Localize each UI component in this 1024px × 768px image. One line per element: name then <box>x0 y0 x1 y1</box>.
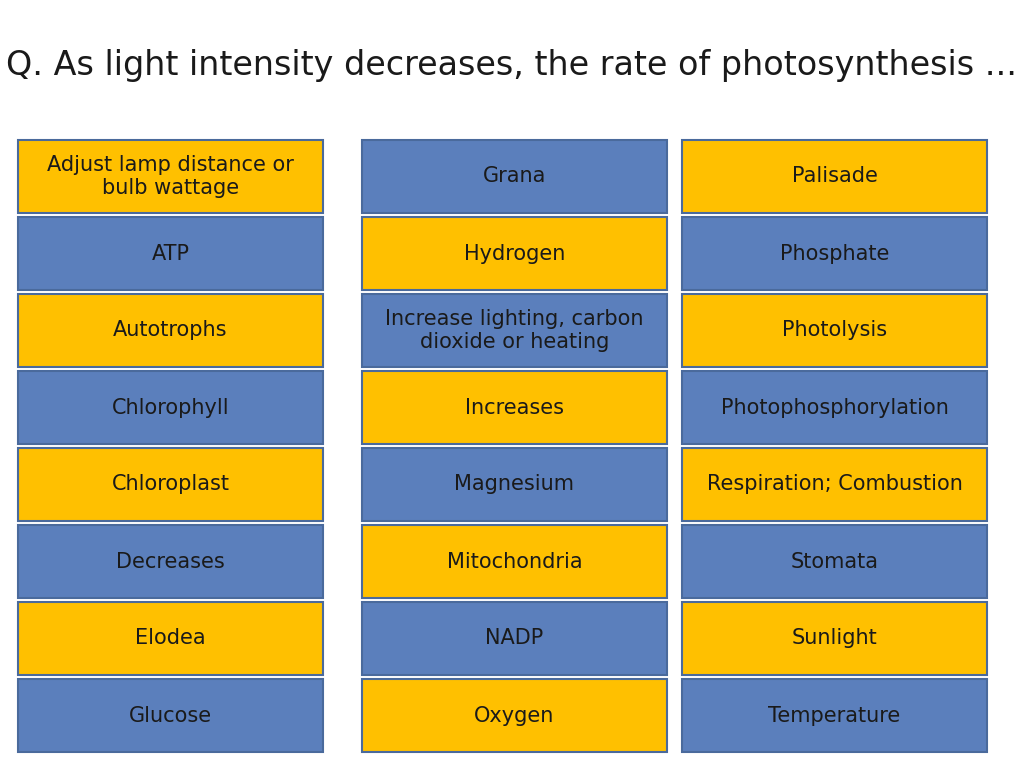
Text: Respiration; Combustion: Respiration; Combustion <box>707 475 963 495</box>
FancyBboxPatch shape <box>362 679 667 752</box>
Text: Palisade: Palisade <box>792 167 878 187</box>
Text: Mitochondria: Mitochondria <box>446 551 583 571</box>
Text: Stomata: Stomata <box>791 551 879 571</box>
FancyBboxPatch shape <box>18 371 323 444</box>
FancyBboxPatch shape <box>18 294 323 367</box>
FancyBboxPatch shape <box>18 217 323 290</box>
FancyBboxPatch shape <box>682 371 987 444</box>
FancyBboxPatch shape <box>682 140 987 213</box>
Text: Q. As light intensity decreases, the rate of photosynthesis ...: Q. As light intensity decreases, the rat… <box>6 48 1018 81</box>
Text: Decreases: Decreases <box>116 551 225 571</box>
FancyBboxPatch shape <box>362 217 667 290</box>
FancyBboxPatch shape <box>362 140 667 213</box>
FancyBboxPatch shape <box>362 294 667 367</box>
Text: Sunlight: Sunlight <box>792 628 878 648</box>
FancyBboxPatch shape <box>682 448 987 521</box>
Text: Hydrogen: Hydrogen <box>464 243 565 263</box>
Text: Oxygen: Oxygen <box>474 706 555 726</box>
Text: Magnesium: Magnesium <box>455 475 574 495</box>
Text: ATP: ATP <box>152 243 189 263</box>
FancyBboxPatch shape <box>682 679 987 752</box>
Text: NADP: NADP <box>485 628 544 648</box>
Text: Increases: Increases <box>465 398 564 418</box>
Text: Chlorophyll: Chlorophyll <box>112 398 229 418</box>
FancyBboxPatch shape <box>18 140 323 213</box>
Text: Autotrophs: Autotrophs <box>114 320 227 340</box>
FancyBboxPatch shape <box>362 371 667 444</box>
Text: Temperature: Temperature <box>768 706 901 726</box>
Text: Phosphate: Phosphate <box>780 243 889 263</box>
FancyBboxPatch shape <box>18 448 323 521</box>
FancyBboxPatch shape <box>682 602 987 675</box>
FancyBboxPatch shape <box>362 525 667 598</box>
Text: Chloroplast: Chloroplast <box>112 475 229 495</box>
Text: Adjust lamp distance or
bulb wattage: Adjust lamp distance or bulb wattage <box>47 155 294 198</box>
Text: Photophosphorylation: Photophosphorylation <box>721 398 948 418</box>
FancyBboxPatch shape <box>682 217 987 290</box>
Text: Elodea: Elodea <box>135 628 206 648</box>
Text: Glucose: Glucose <box>129 706 212 726</box>
Text: Grana: Grana <box>482 167 546 187</box>
FancyBboxPatch shape <box>18 679 323 752</box>
FancyBboxPatch shape <box>18 525 323 598</box>
Text: Increase lighting, carbon
dioxide or heating: Increase lighting, carbon dioxide or hea… <box>385 309 644 352</box>
FancyBboxPatch shape <box>682 294 987 367</box>
FancyBboxPatch shape <box>362 602 667 675</box>
Text: Photolysis: Photolysis <box>782 320 887 340</box>
FancyBboxPatch shape <box>18 602 323 675</box>
FancyBboxPatch shape <box>362 448 667 521</box>
FancyBboxPatch shape <box>682 525 987 598</box>
